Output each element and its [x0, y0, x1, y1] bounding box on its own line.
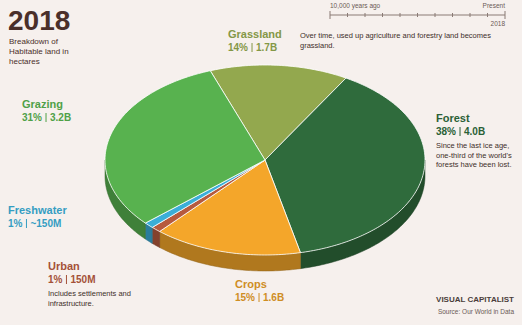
text-line: grassland.	[300, 41, 335, 50]
value-label: 31%	[22, 112, 42, 123]
timeline-tick	[347, 13, 348, 17]
separator	[259, 293, 260, 302]
hectares-label: 4.0B	[464, 126, 485, 137]
separator	[460, 127, 461, 136]
value-label: 38%	[436, 126, 456, 137]
text-line: Over time, used up agriculture and fores…	[300, 31, 491, 40]
value-label: 14%	[228, 42, 248, 53]
category-label: Urban	[48, 260, 80, 272]
category-label: Crops	[235, 278, 267, 290]
text-line: one-third of the world's	[436, 151, 512, 160]
timeline-end: Present	[483, 2, 506, 9]
pie-slice	[105, 71, 265, 223]
timeline-tick	[487, 13, 488, 17]
category-label: Grazing	[22, 98, 63, 110]
hectares-label: 3.2B	[50, 112, 71, 123]
text-line: infrastructure.	[48, 299, 94, 308]
text-line: Since the last ice age,	[436, 141, 509, 150]
text-line: hectares	[9, 57, 40, 66]
timeline-tick	[452, 13, 453, 17]
subtitle: Breakdown ofHabitable land inhectares	[9, 37, 69, 66]
brand: VISUAL CAPITALIST	[436, 295, 514, 304]
source: Source: Our World in Data	[438, 308, 514, 315]
category-label: Freshwater	[8, 204, 67, 216]
value-label: 1%	[48, 274, 63, 285]
separator	[66, 275, 67, 284]
title: 2018	[8, 5, 70, 36]
pie-tops	[105, 65, 425, 255]
timeline-tick	[435, 13, 436, 17]
timeline-tick	[505, 11, 506, 19]
text-line: forests have been lost.	[436, 160, 511, 169]
text-line: Breakdown of	[9, 37, 59, 46]
timeline-tick	[365, 13, 366, 17]
value-label: 1%	[8, 218, 23, 229]
hectares-label: ~150M	[30, 218, 61, 229]
annotation: Since the last ice age,one-third of the …	[436, 141, 512, 169]
labels: Grassland 14% 1.7B Forest 38% 4.0B Crops 15% 1.6…	[8, 28, 512, 308]
annotation: Over time, used up agriculture and fores…	[300, 31, 491, 50]
separator	[26, 219, 27, 228]
category-label: Forest	[436, 112, 470, 124]
separator	[252, 43, 253, 52]
value-label: 15%	[235, 292, 255, 303]
timeline-tick	[330, 11, 331, 19]
timeline-tick	[400, 13, 401, 17]
annotation: Includes settlements andinfrastructure.	[48, 289, 131, 308]
hectares-label: 150M	[70, 274, 95, 285]
chart: 2018Breakdown ofHabitable land inhectare…	[0, 0, 522, 325]
separator	[46, 113, 47, 122]
hectares-label: 1.6B	[263, 292, 284, 303]
timeline-start: 10,000 years ago	[330, 2, 381, 10]
timeline-tick	[470, 13, 471, 17]
timeline-year: 2018	[491, 20, 506, 27]
text-line: Includes settlements and	[48, 289, 131, 298]
text-line: Habitable land in	[9, 47, 69, 56]
timeline-tick	[417, 13, 418, 17]
timeline-tick	[382, 13, 383, 17]
category-label: Grassland	[228, 28, 282, 40]
hectares-label: 1.7B	[256, 42, 277, 53]
